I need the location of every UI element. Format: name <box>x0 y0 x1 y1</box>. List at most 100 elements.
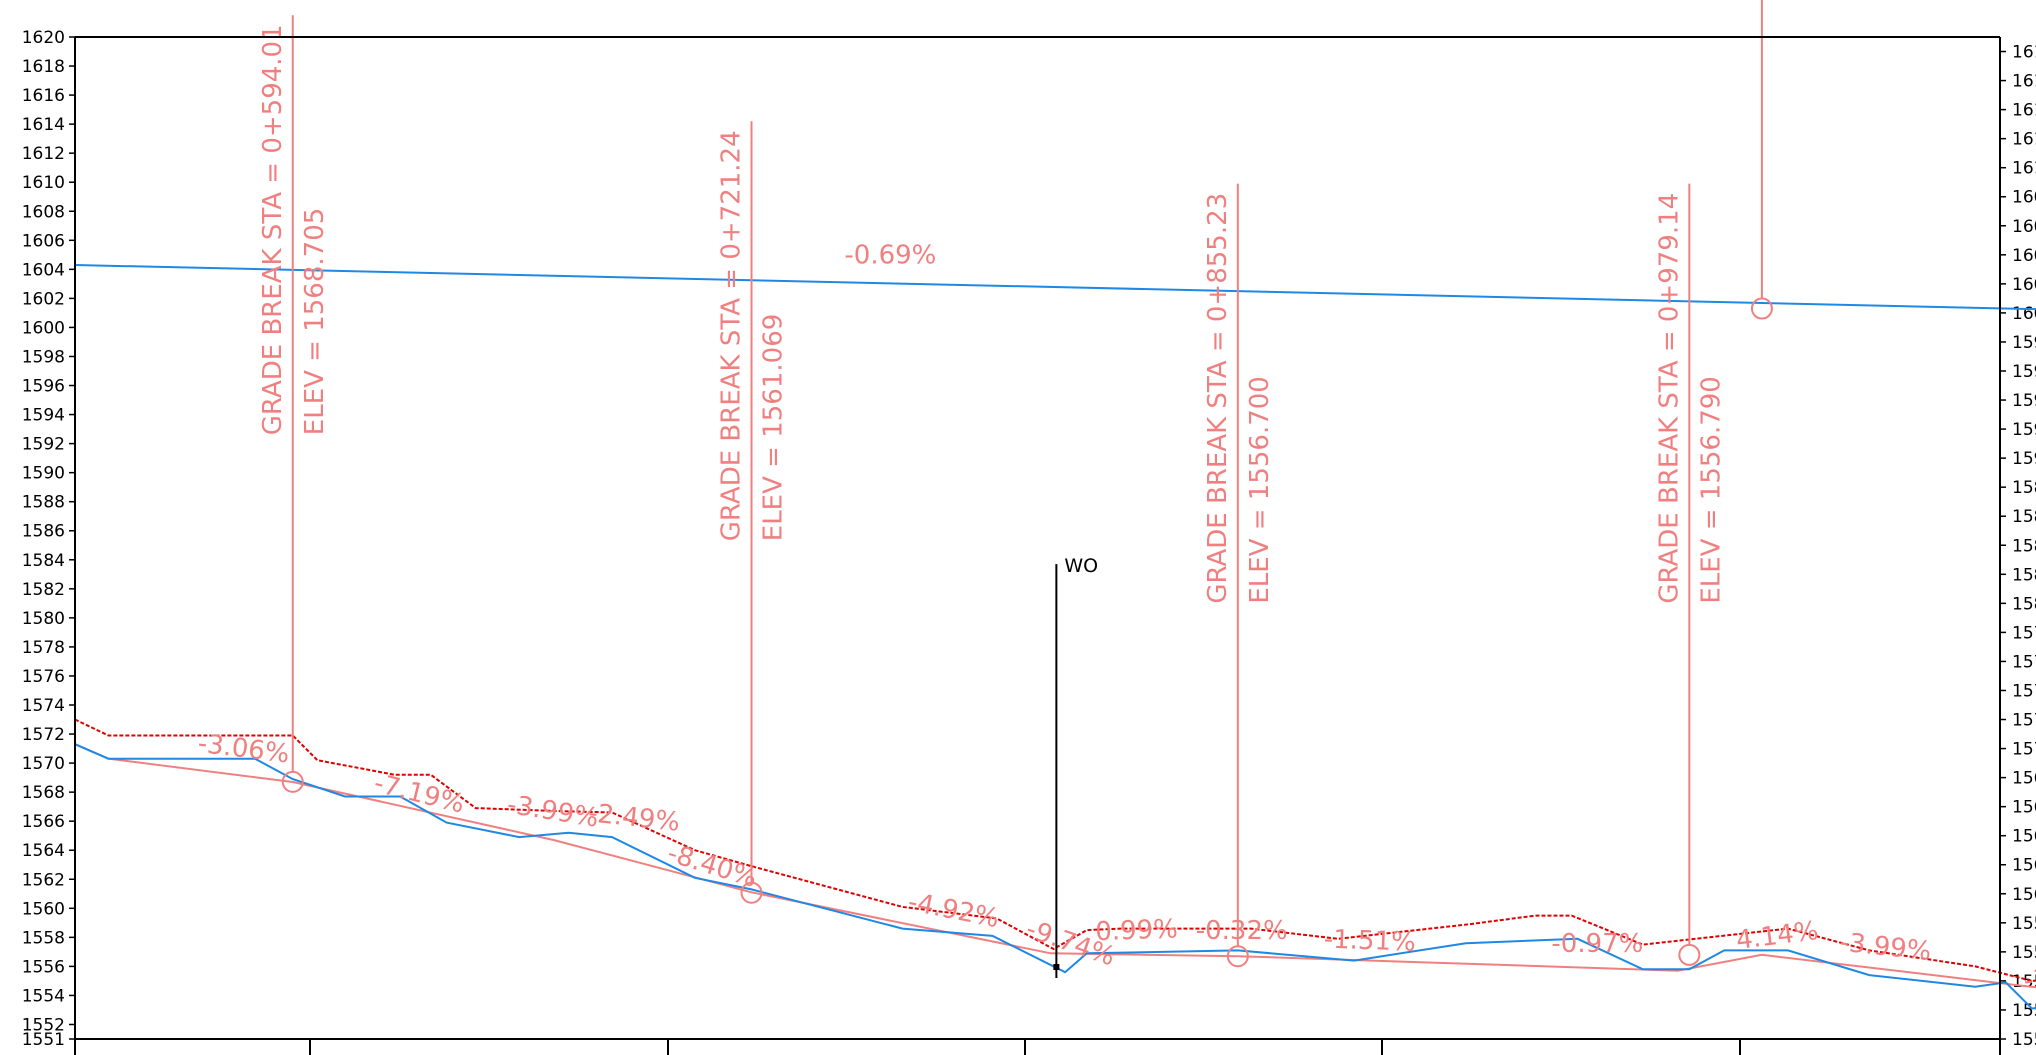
slope-label: -0.32% <box>1196 916 1288 946</box>
grade-break-elevation-label: ELEV = 1561.069 <box>759 314 789 542</box>
right-tick-label: 1561 <box>2012 885 2036 905</box>
right-tick-label: 1557 <box>2012 943 2036 963</box>
grade-break-marker <box>1678 943 1701 966</box>
right-tick-label: 1593 <box>2012 420 2036 440</box>
left-tick-label: 1560 <box>22 899 65 919</box>
right-tick-label: 1589 <box>2012 478 2036 498</box>
left-tick-label: 1616 <box>22 86 65 106</box>
left-tick-label: 1588 <box>22 493 65 513</box>
grade-break-station-label: GRADE BREAK STA = 0+855.23 <box>1203 193 1233 604</box>
grade-break-marker <box>281 770 304 793</box>
grade-break-elevation-label: ELEV = 1556.700 <box>1245 376 1275 604</box>
top-line-marker <box>1750 297 1773 320</box>
right-tick-label: 1587 <box>2012 507 2036 527</box>
right-tick-label: 1585 <box>2012 536 2036 556</box>
grade-break-station-label: GRADE BREAK STA = 0+979.14 <box>1654 193 1684 604</box>
grade-break-marker <box>740 881 763 904</box>
frame <box>74 36 2001 1055</box>
right-tick-label: 1567 <box>2012 798 2036 818</box>
right-tick-label: 1595 <box>2012 391 2036 411</box>
grade-break-elevation-label: ELEV = 1568.705 <box>300 208 330 436</box>
wo-marker: WO <box>1053 555 1098 979</box>
left-tick-label: 1556 <box>22 957 65 977</box>
left-tick-label: 1610 <box>22 173 65 193</box>
left-tick-label: 1552 <box>22 1015 65 1035</box>
left-tick-label: 1574 <box>22 696 65 716</box>
left-tick-label: 1602 <box>22 289 65 309</box>
left-elevation-axis: 1620 1618 1616 1614 1612 1610 1608 1606 1604 1602… <box>22 28 75 1050</box>
right-tick-label: 1601 <box>2012 304 2036 324</box>
right-tick-label: 1551 <box>2012 1030 2036 1050</box>
right-tick-label: 1611 <box>2012 159 2036 179</box>
left-tick-label: 1576 <box>22 667 65 687</box>
left-tick-label: 1584 <box>22 551 65 571</box>
right-tick-label: 1571 <box>2012 740 2036 760</box>
slope-label: -1.51% <box>1323 925 1416 958</box>
right-tick-label: 1591 <box>2012 449 2036 469</box>
top-line-line <box>74 264 2036 311</box>
right-tick-label: 1569 <box>2012 769 2036 789</box>
left-tick-label: 1598 <box>22 347 65 367</box>
left-tick-label: 1551 <box>22 1030 65 1050</box>
grade-break-annotations: GRADE BREAK STA = 0+594.01 ELEV = 1568.70… <box>258 0 1773 968</box>
right-tick-label: 1577 <box>2012 652 2036 672</box>
left-tick-label: 1618 <box>22 57 65 77</box>
left-tick-label: 1604 <box>22 260 65 280</box>
right-tick-label: 1573 <box>2012 711 2036 731</box>
slope-label: -0.97% <box>1551 929 1643 959</box>
right-tick-label: 1609 <box>2012 188 2036 208</box>
offset-ground-line <box>74 718 2036 982</box>
grade-break-marker <box>1226 945 1249 968</box>
right-tick-label: 1607 <box>2012 217 2036 237</box>
grade-break-elevation-label: ELEV = 1556.790 <box>1696 376 1726 604</box>
right-tick-label: 1583 <box>2012 565 2036 585</box>
grade-break-station-label: GRADE BREAK STA = 0+594.01 <box>258 24 288 435</box>
left-tick-label: 1582 <box>22 580 65 600</box>
right-tick-label: 1553 <box>2012 1001 2036 1021</box>
left-tick-label: 1600 <box>22 318 65 338</box>
left-tick-label: 1592 <box>22 435 65 455</box>
slope-label: 0.99% <box>1095 914 1179 947</box>
slope-label: -3.78% <box>2022 957 2036 996</box>
left-tick-label: 1564 <box>22 841 65 861</box>
right-tick-label: 1617 <box>2012 72 2036 92</box>
right-tick-label: 1579 <box>2012 623 2036 643</box>
left-tick-label: 1594 <box>22 406 65 426</box>
left-tick-label: 1558 <box>22 928 65 948</box>
right-tick-label: 1603 <box>2012 275 2036 295</box>
right-tick-label: 1559 <box>2012 914 2036 934</box>
left-tick-label: 1606 <box>22 231 65 251</box>
left-tick-label: 1568 <box>22 783 65 803</box>
left-tick-label: 1614 <box>22 115 65 135</box>
right-tick-label: 1613 <box>2012 130 2036 150</box>
right-tick-label: 1605 <box>2012 246 2036 266</box>
left-tick-label: 1608 <box>22 202 65 222</box>
left-tick-label: 1554 <box>22 986 65 1006</box>
design-grade-line <box>74 743 2036 989</box>
top-slope-label: -0.69% <box>844 240 936 270</box>
right-tick-label: 1563 <box>2012 856 2036 876</box>
wo-label: WO <box>1064 555 1098 577</box>
left-tick-label: 1596 <box>22 377 65 397</box>
left-tick-label: 1586 <box>22 522 65 542</box>
right-tick-label: 1599 <box>2012 333 2036 353</box>
left-tick-label: 1566 <box>22 812 65 832</box>
right-tick-label: 1581 <box>2012 594 2036 614</box>
existing-ground-line <box>74 743 2036 1010</box>
left-tick-label: 1590 <box>22 464 65 484</box>
grade-break-station-label: GRADE BREAK STA = 0+721.24 <box>717 130 747 541</box>
wo-marker-point <box>1053 964 1060 971</box>
left-tick-label: 1562 <box>22 870 65 890</box>
left-tick-label: 1620 <box>22 28 65 48</box>
right-tick-label: 1597 <box>2012 362 2036 382</box>
left-tick-label: 1580 <box>22 609 65 629</box>
right-tick-label: 1565 <box>2012 827 2036 847</box>
right-tick-label: 1619 <box>2012 43 2036 63</box>
profile-lines <box>74 264 2036 1010</box>
left-tick-label: 1572 <box>22 725 65 745</box>
left-tick-label: 1612 <box>22 144 65 164</box>
